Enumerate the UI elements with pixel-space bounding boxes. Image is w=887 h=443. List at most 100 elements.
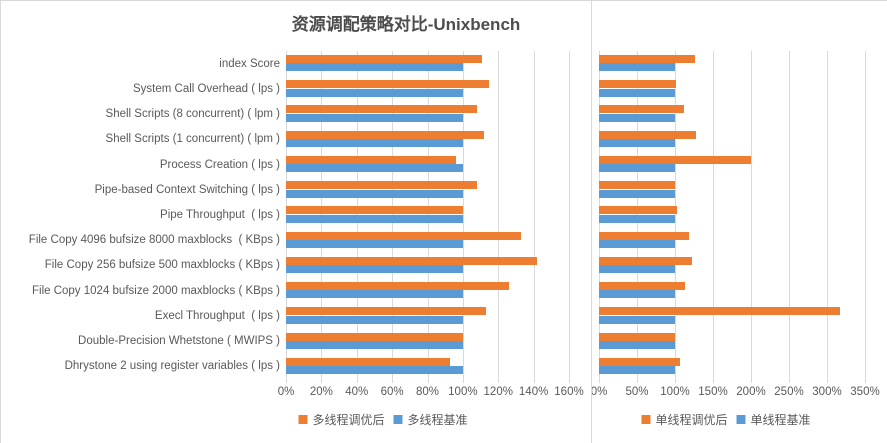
tick-mark [713,379,714,383]
multi-thread-legend: 多线程调优后 多线程基准 [298,411,468,428]
tick-mark [675,379,676,383]
axis-tick-label: 40% [345,386,369,398]
tuned-bar [286,231,522,240]
legend-item: 单线程基准 [736,411,811,428]
tuned-bar [599,181,675,190]
category-label: File Copy 256 bufsize 500 maxblocks ( KB… [44,259,280,272]
baseline-bar [599,139,675,148]
baseline-bar [599,265,675,274]
baseline-bar [286,265,463,274]
baseline-bar [599,290,675,299]
baseline-bar [286,189,463,198]
gridline [675,51,676,379]
panel-divider [591,1,592,443]
tick-mark [321,379,323,383]
tuned-bar [599,130,697,139]
legend-swatch-icon [298,415,308,424]
tick-mark [569,379,570,383]
axis-tick-label: 160% [554,386,584,398]
axis-tick-label: 20% [309,386,333,398]
axis-tick-label: 60% [380,386,404,398]
baseline-bar [286,63,463,72]
tuned-bar [599,80,676,89]
tick-mark [286,379,287,383]
baseline-bar [286,315,463,324]
gridline [569,51,570,379]
baseline-bar [599,164,675,173]
axis-tick-label: 100% [448,386,478,398]
legend-label: 单线程基准 [750,413,811,427]
gridline [498,51,500,379]
category-label: Shell Scripts (1 concurrent) ( lpm ) [105,133,280,146]
category-label: File Copy 4096 bufsize 8000 maxblocks ( … [28,234,280,247]
category-label: Pipe-based Context Switching ( lps ) [94,183,280,196]
multi-thread-plot-area [286,51,570,383]
tick-mark [533,379,535,383]
category-label: Shell Scripts (8 concurrent) ( lpm ) [105,108,280,121]
multi-thread-value-axis: 0% 20% 40% 60% 80% 100% 120% 140% 160% [278,386,584,400]
single-thread-plot-area [599,51,866,383]
category-label: index Score [219,57,280,70]
tick-mark [751,379,752,383]
tick-mark [356,379,358,383]
legend-label: 多线程调优后 [312,413,385,427]
gridline [789,51,790,379]
axis-tick-label: 350% [850,386,880,398]
baseline-bar [286,290,463,299]
tuned-bar [599,357,681,366]
category-label: Double-Precision Whetstone ( MWIPS ) [78,335,280,348]
tuned-bar [286,307,486,316]
baseline-bar [286,88,463,97]
legend-item: 多线程调优后 [298,411,385,428]
gridline [533,51,535,379]
tuned-bar [286,206,463,215]
axis-tick-label: 0% [590,386,608,398]
axis-tick-label: 140% [518,386,549,398]
baseline-bar [599,88,675,97]
axis-tick-label: 150% [698,386,728,398]
tuned-bar [599,307,840,316]
tick-mark [827,379,828,383]
category-label: System Call Overhead ( lps ) [133,82,280,95]
tuned-bar [286,256,538,265]
legend-item: 单线程调优后 [641,411,728,428]
chart-title: 资源调配策略对比-Unixbench [291,15,521,34]
tuned-bar [599,332,675,341]
tuned-bar [286,80,490,89]
tuned-bar [599,282,685,291]
baseline-bar [599,63,675,72]
tuned-bar [286,130,485,139]
gridline [462,51,464,379]
axis-tick-label: 50% [625,386,649,398]
tuned-bar [599,105,685,114]
tick-mark [789,379,790,383]
tick-mark [865,379,866,383]
baseline-bar [599,240,675,248]
tick-mark [599,379,600,383]
category-label: Dhrystone 2 using register variables ( l… [64,360,280,373]
category-label: File Copy 1024 bufsize 2000 maxblocks ( … [31,284,280,297]
gridline [713,51,714,379]
tuned-bar [599,55,695,63]
tuned-bar [599,256,692,265]
tuned-bar [286,282,509,291]
tuned-bar [286,357,451,366]
category-label: Execl Throughput ( lps ) [154,309,280,322]
baseline-bar [599,189,675,198]
tick-mark [392,379,394,383]
axis-tick-label: 120% [483,386,513,398]
tuned-bar [286,332,463,341]
baseline-bar [286,340,463,349]
tick-mark [427,379,429,383]
tuned-bar [286,105,478,114]
legend-label: 多线程基准 [407,413,468,427]
baseline-bar [286,139,463,148]
category-label: Process Creation ( lps ) [159,158,280,171]
axis-tick-label: 100% [660,386,690,398]
axis-tick-label: 80% [415,386,440,398]
gridline [827,51,828,379]
baseline-bar [286,214,463,223]
baseline-bar [599,315,675,324]
tuned-bar [599,206,677,215]
